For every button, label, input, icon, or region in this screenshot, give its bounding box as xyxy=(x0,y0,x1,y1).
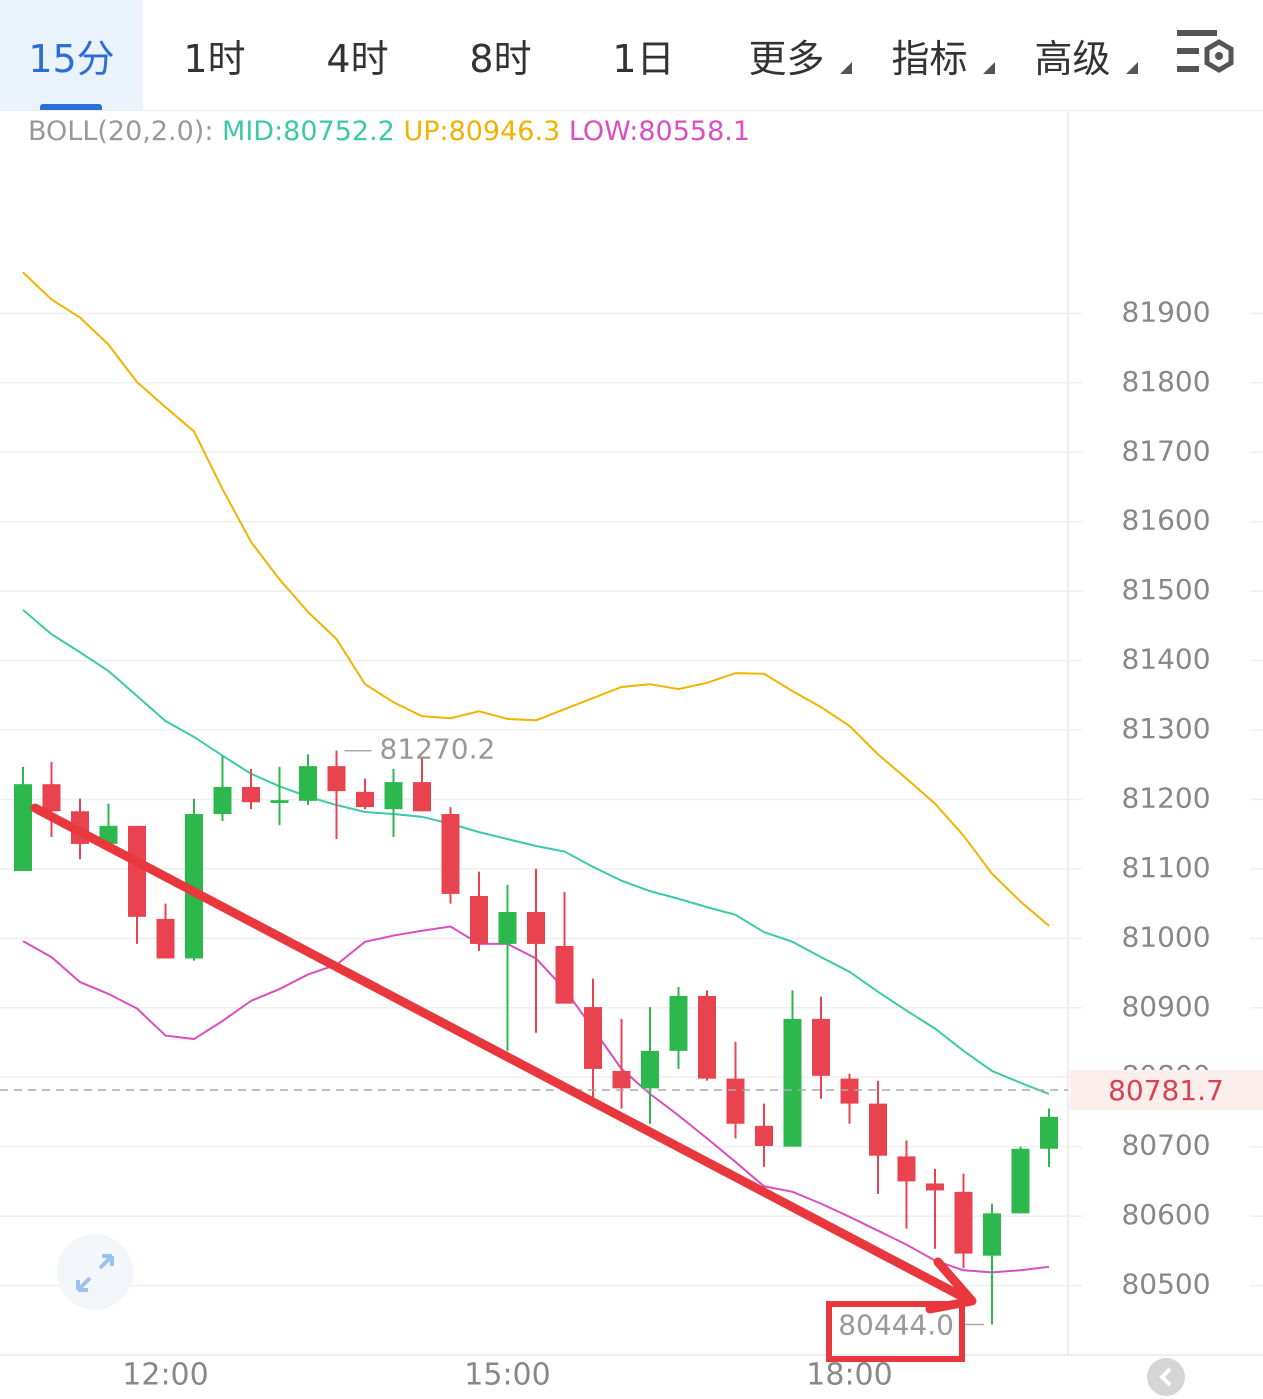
legend-up: UP:80946.3 xyxy=(403,116,561,147)
y-tick-label: 81500 xyxy=(1121,573,1210,606)
candle-body xyxy=(299,766,317,801)
candle-body xyxy=(527,911,545,944)
candle-body xyxy=(612,1070,631,1089)
candle-body xyxy=(669,995,688,1051)
boll-line xyxy=(22,271,1050,927)
y-tick-label: 81900 xyxy=(1121,295,1210,328)
candle-body xyxy=(156,918,175,959)
y-tick-label: 81800 xyxy=(1121,365,1210,398)
candle-body xyxy=(185,814,203,959)
tab-label: 15分 xyxy=(28,36,115,81)
candle-body xyxy=(897,1156,916,1182)
k-icon xyxy=(1159,1367,1172,1387)
x-tick-label: 12:00 xyxy=(122,1358,208,1393)
candle-body xyxy=(384,782,403,810)
candle-body xyxy=(584,1007,602,1069)
y-tick-label: 80700 xyxy=(1121,1129,1210,1162)
candle-body xyxy=(755,1125,773,1146)
last-price-tag xyxy=(1070,1069,1263,1110)
settings-icon xyxy=(1177,30,1234,73)
legend-mid: MID:80752.2 xyxy=(222,116,395,147)
tab-label: 1时 xyxy=(183,36,246,81)
candle-body xyxy=(641,1050,659,1089)
legend-title: BOLL(20,2.0): xyxy=(28,116,214,147)
last-price-label: 80781.7 xyxy=(1108,1074,1224,1107)
tab[interactable]: 1日 xyxy=(572,0,715,110)
tab-label: 高级 xyxy=(1034,36,1111,81)
y-tick-label: 81700 xyxy=(1121,434,1210,467)
candle-body xyxy=(413,782,431,812)
candle-body xyxy=(327,766,346,792)
candle-body xyxy=(983,1213,1001,1256)
tab-label: 指标 xyxy=(891,36,968,81)
candle-body xyxy=(14,784,32,871)
tab-label: 8时 xyxy=(469,36,532,81)
candle-body xyxy=(470,895,488,944)
x-tick-label: 18:00 xyxy=(806,1358,892,1393)
tab[interactable]: 1时 xyxy=(143,0,286,110)
expand-button[interactable] xyxy=(57,1234,133,1310)
candle-body xyxy=(698,995,716,1079)
candle-body xyxy=(869,1103,887,1156)
y-tick-label: 81200 xyxy=(1121,781,1210,814)
candle-body xyxy=(1040,1116,1058,1149)
candle-body xyxy=(498,911,517,944)
settings-button[interactable] xyxy=(1177,28,1235,78)
tab[interactable]: 指标 xyxy=(858,0,1001,110)
candle-body xyxy=(726,1078,745,1124)
tab[interactable]: 8时 xyxy=(429,0,572,110)
candle-body xyxy=(954,1191,973,1254)
candle-body xyxy=(840,1078,859,1104)
y-tick-label: 80500 xyxy=(1121,1268,1210,1301)
trend-arrow xyxy=(30,803,970,1303)
tab-bar: 15分 1时 4时 8时 1日 更多 指标 高级 xyxy=(0,0,1263,111)
candle-body xyxy=(555,945,574,1004)
tab-label: 更多 xyxy=(748,36,825,81)
x-tick-label: 15:00 xyxy=(464,1358,550,1393)
high-label: 81270.2 xyxy=(380,733,496,766)
dropdown-arrow xyxy=(983,62,995,74)
tab-label: 1日 xyxy=(612,36,675,81)
y-tick-label: 81100 xyxy=(1121,851,1210,884)
tab[interactable]: 15分 xyxy=(0,0,143,110)
candle-body xyxy=(242,786,260,803)
boll-line xyxy=(22,609,1050,1095)
legend: BOLL(20,2.0): MID:80752.2 UP:80946.3 LOW… xyxy=(28,116,750,147)
highlight-box xyxy=(826,1301,965,1362)
expand-icon xyxy=(76,1254,114,1292)
dropdown-arrow xyxy=(840,62,852,74)
tab[interactable]: 更多 xyxy=(715,0,858,110)
legend-low: LOW:80558.1 xyxy=(568,116,751,147)
y-tick-label: 81400 xyxy=(1121,643,1210,676)
y-tick-label: 81300 xyxy=(1121,712,1210,745)
y-tick-label: 81600 xyxy=(1121,504,1210,537)
candle-body xyxy=(42,784,61,812)
chart: 8050080600807008080080900810008110081200… xyxy=(0,112,1263,1396)
candle-body xyxy=(926,1183,944,1191)
low-label: 80444.0 xyxy=(838,1308,954,1341)
tab[interactable]: 高级 xyxy=(1001,0,1144,110)
candle-body xyxy=(270,800,289,803)
tab[interactable]: 4时 xyxy=(286,0,429,110)
candle-body xyxy=(356,791,374,808)
tab-label: 4时 xyxy=(326,36,389,81)
dropdown-arrow xyxy=(1126,62,1138,74)
candle-body xyxy=(1011,1148,1030,1214)
y-tick-label: 81000 xyxy=(1121,920,1210,953)
y-tick-label: 80600 xyxy=(1121,1198,1210,1231)
candle-body xyxy=(441,814,460,894)
k-button[interactable] xyxy=(1147,1358,1185,1396)
candle-body xyxy=(812,1018,830,1076)
candle-body xyxy=(128,825,146,917)
candle-body xyxy=(783,1018,802,1147)
candle-body xyxy=(213,786,232,815)
y-tick-label: 80900 xyxy=(1121,990,1210,1023)
